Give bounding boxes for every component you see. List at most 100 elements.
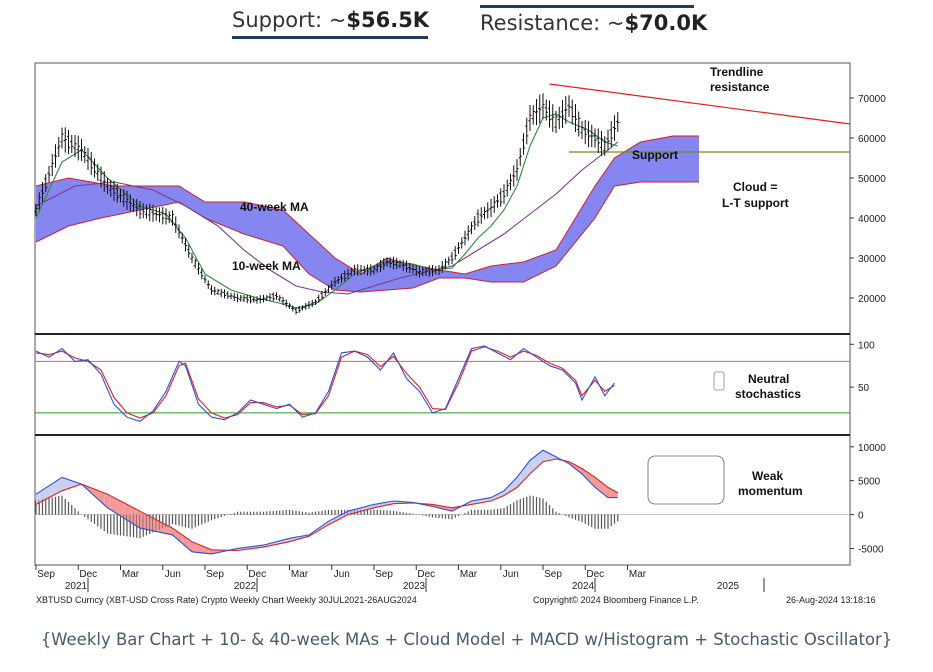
- annotation-trendline-1: Trendline: [710, 65, 764, 79]
- macd-ribbon: [604, 484, 608, 498]
- price-bar: [209, 285, 214, 295]
- annotation-cloud-1: Cloud =: [733, 180, 777, 194]
- stoch-k-line: [35, 345, 615, 423]
- price-bar: [170, 210, 175, 226]
- macd-highlight-box: [647, 455, 725, 505]
- price-bar: [427, 265, 431, 277]
- price-bar: [330, 280, 334, 291]
- macd-ribbon: [185, 537, 189, 550]
- price-bar: [164, 208, 168, 225]
- price-bar: [505, 179, 509, 197]
- price-bar: [385, 257, 389, 267]
- macd-ribbon: [62, 477, 66, 491]
- price-bar: [349, 268, 353, 276]
- stochastics-panel: [35, 345, 850, 423]
- price-bar: [203, 275, 207, 284]
- macd-ribbon: [601, 482, 605, 496]
- macd-ribbon: [536, 452, 540, 468]
- price-bar: [573, 103, 578, 133]
- x-year-label: 2022: [234, 581, 257, 592]
- price-bar: [356, 264, 360, 276]
- price-bar: [583, 119, 587, 145]
- price-bar: [193, 258, 197, 269]
- stoch-tick-label: 50: [858, 383, 870, 394]
- macd-panel: [35, 449, 850, 555]
- x-tick-label: Sep: [206, 569, 224, 580]
- caption: {Weekly Bar Chart + 10- & 40-week MAs + …: [40, 630, 893, 649]
- price-bar: [96, 164, 100, 181]
- price-bar: [567, 95, 571, 117]
- x-year-label: 2025: [717, 581, 740, 592]
- price-bar: [307, 300, 311, 309]
- price-bar: [304, 302, 308, 310]
- price-bar: [144, 204, 149, 219]
- price-bar: [528, 105, 532, 131]
- price-bar: [411, 264, 415, 274]
- price-bar: [463, 230, 467, 246]
- price-bar: [521, 133, 526, 155]
- price-bar: [531, 105, 535, 125]
- price-tick-label: 60000: [858, 134, 886, 145]
- macd-ribbon: [474, 499, 478, 504]
- cloud-lower-edge: [35, 181, 699, 293]
- price-bar: [258, 295, 262, 304]
- price-bar: [226, 291, 230, 299]
- macd-ribbon: [533, 455, 537, 471]
- price-bar: [294, 307, 298, 315]
- macd-ribbon: [156, 519, 160, 533]
- price-bar: [326, 284, 331, 293]
- price-bar: [544, 99, 548, 121]
- price-bar: [343, 270, 347, 282]
- price-bar: [538, 94, 542, 124]
- x-tick-label: Jun: [503, 569, 519, 580]
- price-bar: [534, 98, 539, 126]
- price-bar: [560, 99, 565, 129]
- macd-ribbon: [114, 497, 118, 514]
- macd-ribbon: [159, 521, 163, 533]
- price-bar: [391, 256, 396, 270]
- price-bar: [196, 262, 201, 275]
- macd-ribbon: [101, 491, 105, 505]
- macd-ribbon: [65, 478, 69, 490]
- price-bar: [66, 129, 71, 155]
- price-bar: [424, 266, 428, 277]
- price-bar: [313, 299, 318, 305]
- price-bar: [518, 147, 522, 167]
- price-bar: [417, 266, 422, 278]
- price-bar: [245, 294, 249, 304]
- price-bar: [174, 216, 178, 233]
- price-bar: [590, 124, 594, 148]
- x-year-label: 2021: [65, 581, 88, 592]
- macd-ribbon: [107, 494, 111, 510]
- trendline-resistance: [549, 83, 851, 125]
- price-bar: [128, 194, 132, 212]
- macd-ribbon: [133, 507, 137, 527]
- macd-ribbon: [52, 481, 56, 496]
- price-bar: [609, 120, 613, 148]
- macd-tick-label: 5000: [858, 477, 881, 488]
- price-tick-label: 30000: [858, 254, 886, 265]
- price-bar: [317, 294, 321, 303]
- price-bar: [443, 258, 448, 270]
- price-tick-label: 20000: [858, 294, 886, 305]
- price-bar: [333, 276, 337, 288]
- macd-ribbon: [166, 524, 170, 535]
- x-tick-label: Sep: [37, 569, 55, 580]
- price-bar: [414, 265, 418, 277]
- x-tick-label: Mar: [629, 569, 647, 580]
- footer-right: 26-Aug-2024 13:18:16: [786, 595, 876, 605]
- price-bar: [105, 177, 110, 195]
- price-bar: [499, 188, 503, 207]
- price-bar: [274, 292, 279, 300]
- macd-ribbon: [58, 477, 62, 493]
- macd-ribbon: [39, 489, 43, 503]
- macd-ribbon: [471, 500, 475, 505]
- price-tick-label: 40000: [858, 214, 886, 225]
- macd-ribbon: [322, 523, 326, 529]
- macd-ribbon: [331, 517, 335, 524]
- price-bar: [70, 134, 74, 154]
- macd-ribbon: [192, 541, 196, 553]
- price-bar: [372, 265, 376, 275]
- price-bar: [219, 288, 223, 298]
- price-bar: [255, 296, 259, 304]
